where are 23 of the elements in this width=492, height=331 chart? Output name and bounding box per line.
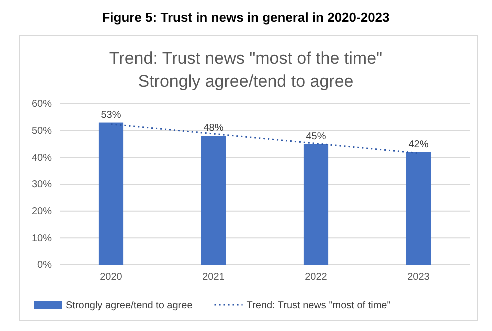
bar bbox=[304, 144, 329, 265]
legend-label: Trend: Trust news "most of time" bbox=[246, 300, 392, 312]
x-tick-label: 2021 bbox=[202, 272, 226, 284]
x-tick-label: 2020 bbox=[100, 272, 123, 284]
y-tick-label: 10% bbox=[32, 233, 52, 244]
chart-title: Figure 5: Trust in news in general in 2020-2023 bbox=[102, 10, 390, 25]
data-label: 53% bbox=[101, 110, 122, 121]
y-tick-label: 60% bbox=[32, 99, 52, 110]
bar bbox=[98, 122, 124, 265]
data-label: 48% bbox=[204, 123, 224, 134]
y-tick-label: 30% bbox=[32, 180, 52, 191]
x-tick-label: 2022 bbox=[305, 272, 328, 284]
y-tick-label: 40% bbox=[32, 152, 52, 164]
data-label: 42% bbox=[408, 139, 429, 150]
legend-label: Strongly agree/tend to agree bbox=[66, 300, 194, 312]
y-tick-label: 0% bbox=[38, 260, 52, 272]
bar bbox=[201, 136, 226, 265]
y-tick-label: 50% bbox=[32, 126, 52, 138]
chart-subtitle: Trend: Trust news "most of the time" Strongly agree/tend to agree bbox=[109, 49, 383, 91]
y-tick-label: 20% bbox=[32, 206, 52, 218]
data-label: 45% bbox=[306, 131, 326, 142]
x-tick-label: 2023 bbox=[408, 272, 430, 284]
bar bbox=[406, 152, 432, 265]
